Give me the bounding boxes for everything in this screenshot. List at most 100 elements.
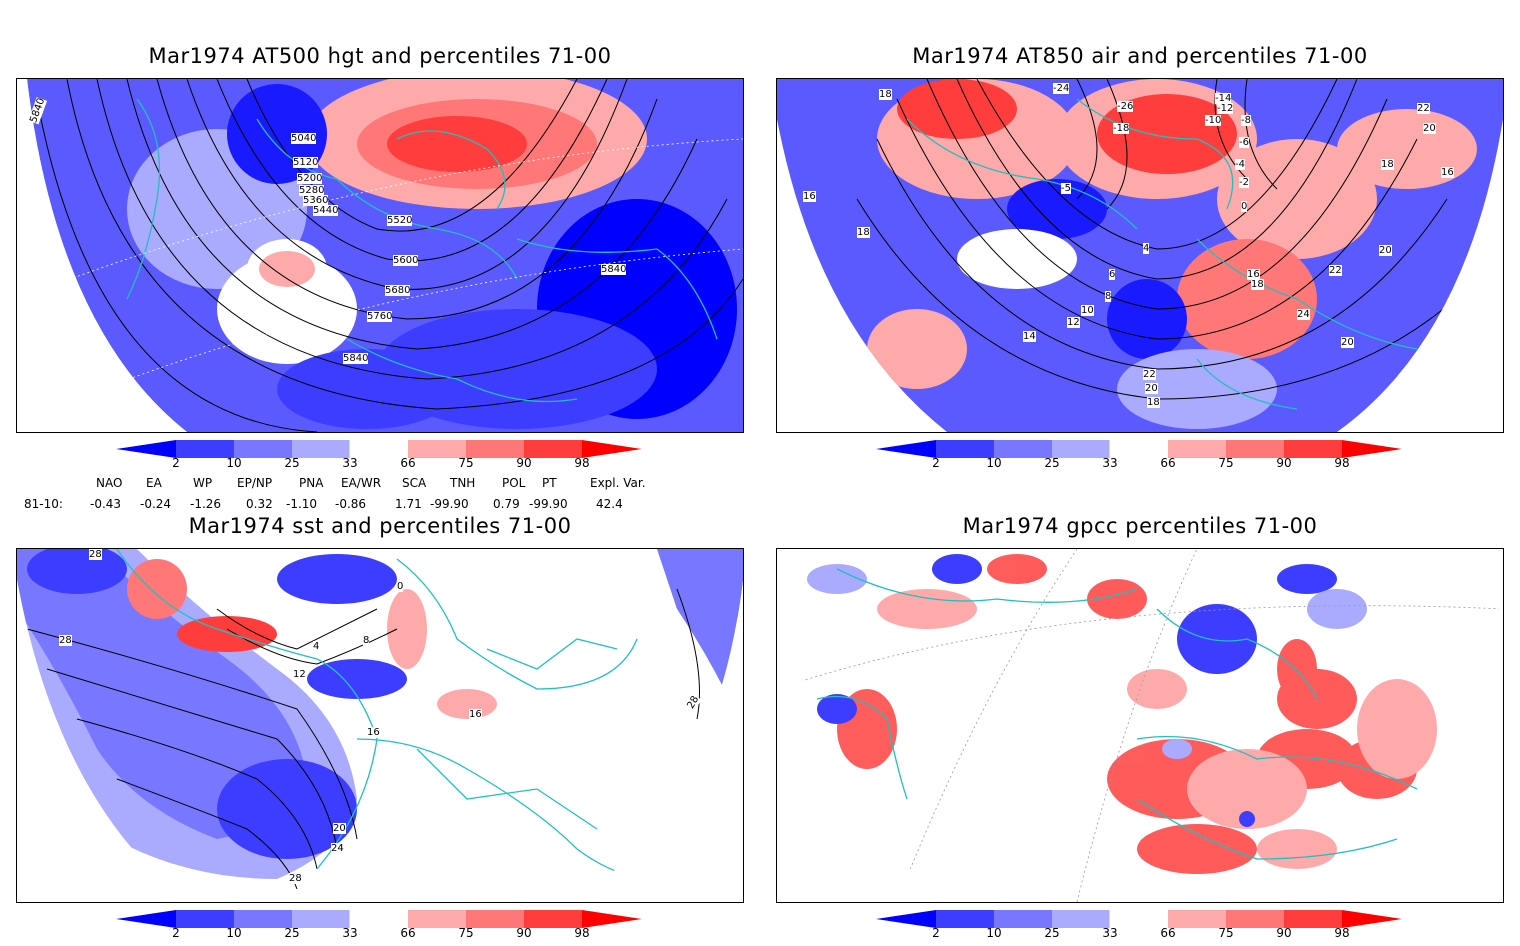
contour-label: -6 [1239,137,1249,148]
contour-label: 5200 [297,173,323,184]
map-panel-gpcc [776,548,1504,903]
contour-label: 5680 [385,285,411,296]
contour-label: 20 [1341,337,1354,348]
contour-label: 18 [879,89,892,100]
colorbar-segment [116,910,176,928]
colorbar-tick-label: 25 [284,456,300,470]
colorbar-tick-label: 33 [342,456,358,470]
colorbar-segment [1226,440,1284,458]
colorbar-segment [466,440,524,458]
map-panel-air850: 18 -24 -26 -18 -14 -12 -10 -8 -6 -4 -2 0… [776,78,1504,433]
colorbar-sst: 2 10 25 33 66 75 90 98 [116,910,656,946]
colorbar-segment [1109,440,1169,458]
map-sst [17,549,743,902]
colorbar-tick-label: 25 [1044,456,1060,470]
contour-label: 14 [1023,331,1036,342]
index-value: -1.10 [286,497,318,511]
contour-label: 28 [289,873,302,884]
contour-label: 6 [1109,269,1116,280]
index-value: 0.79 [493,497,520,511]
contour-label: 5360 [303,195,329,206]
colorbar-tick-label: 75 [1218,926,1234,940]
index-value: 0.32 [246,497,273,511]
contour-label: 16 [1247,269,1260,280]
contour-label: 18 [1251,279,1264,290]
colorbar-tick-label: 2 [172,926,180,940]
contour-label: 20 [1145,383,1158,394]
index-header: EP/NP [237,476,273,490]
colorbar-tick-label: 98 [574,926,590,940]
colorbar-segment [1109,910,1169,928]
colorbar-segment [466,910,524,928]
colorbar-tick-label: 66 [400,456,416,470]
contour-label: 12 [1067,317,1080,328]
colorbar-segment [1168,910,1226,928]
contour-label: -24 [1053,83,1070,94]
colorbar-tick-label: 2 [932,456,940,470]
panel-title-gpcc: Mar1974 gpcc percentiles 71-00 [962,514,1318,538]
colorbar-tick-label: 98 [1334,926,1350,940]
index-header: PT [542,476,557,490]
contour-label: 24 [331,843,344,854]
index-value: -99.90 [430,497,469,511]
colorbar-segment [1284,910,1342,928]
colorbar-segment [524,910,582,928]
contour-label: 28 [89,549,102,560]
colorbar-segment [176,440,234,458]
contour-label: 16 [1441,167,1454,178]
colorbar-segment [524,440,582,458]
index-header: TNH [450,476,476,490]
colorbar-segment [1342,440,1402,458]
index-value: -1.26 [190,497,222,511]
contour-label: 4 [313,641,320,652]
colorbar-segment [408,910,466,928]
contour-label: 16 [367,727,380,738]
index-row-label: 81-10: [24,497,63,511]
colorbar-segment [1284,440,1342,458]
contour-label: 5600 [393,255,419,266]
colorbar-segment [408,440,466,458]
colorbar-swatches [876,910,1402,928]
panel-title-sst: Mar1974 sst and percentiles 71-00 [188,514,572,538]
contour-label: 5520 [387,215,413,226]
index-header: Expl. Var. [590,476,646,490]
contour-label: -2 [1239,177,1249,188]
colorbar-tick-label: 75 [458,926,474,940]
colorbar-segment [292,910,350,928]
colorbar-segment [876,440,936,458]
colorbar-tick-label: 33 [1102,456,1118,470]
colorbar-segment [994,910,1052,928]
contour-label: 0 [1241,201,1248,212]
index-header: WP [193,476,213,490]
contour-label: 5120 [293,157,319,168]
index-header: EA [146,476,162,490]
colorbar-segment [994,440,1052,458]
contour-label: 0 [397,581,404,592]
colorbar-swatches [116,910,642,928]
contour-label: -5 [1061,183,1071,194]
colorbar-tick-label: 90 [1276,926,1292,940]
index-header: SCA [402,476,427,490]
colorbar-tick-label: 66 [1160,926,1176,940]
colorbar-tick-label: 10 [226,926,242,940]
colorbar-tick-label: 25 [284,926,300,940]
colorbar-segment [176,910,234,928]
index-header: PNA [299,476,324,490]
index-value: 1.71 [395,497,422,511]
colorbar-segment [349,440,409,458]
colorbar-tick-label: 25 [1044,926,1060,940]
colorbar-segment [1226,910,1284,928]
contour-label: 16 [803,191,816,202]
colorbar-tick-label: 75 [1218,456,1234,470]
colorbar-tick-label: 66 [1160,456,1176,470]
contour-label: 16 [469,709,482,720]
contour-label: 24 [1297,309,1310,320]
contour-label: -12 [1217,103,1234,114]
contour-label: 5040 [291,133,317,144]
colorbar-swatches [116,440,642,458]
colorbar-segment [1052,910,1110,928]
contour-label: 5440 [313,205,339,216]
colorbar-tick-label: 90 [516,926,532,940]
colorbar-tick-label: 10 [986,456,1002,470]
contour-label: 4 [1143,243,1150,254]
